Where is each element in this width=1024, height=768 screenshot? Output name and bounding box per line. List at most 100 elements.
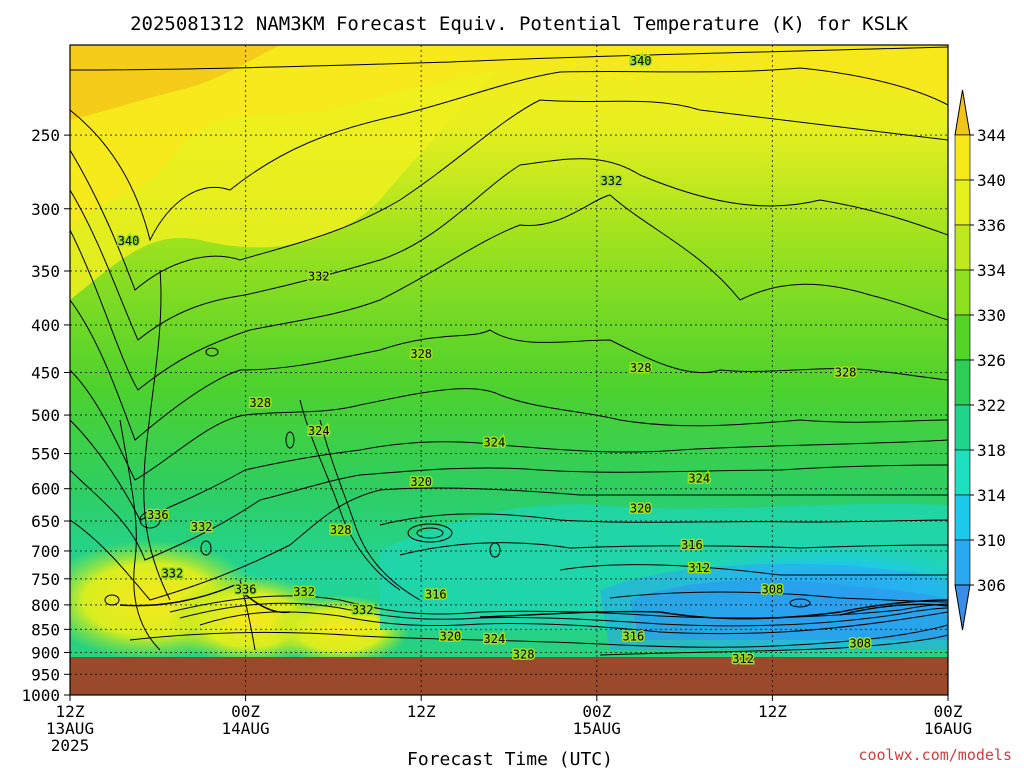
- frontal-zone: [119, 584, 948, 620]
- x-tick-label: 14AUG: [222, 719, 270, 738]
- colorbar-extend-max: [954, 89, 971, 136]
- contour-lines: [70, 46, 948, 656]
- colorbar-label: 322: [977, 396, 1006, 415]
- contour-line: [70, 99, 948, 291]
- contour-line: [200, 540, 212, 556]
- x-tick-label: 2025: [51, 736, 90, 755]
- colorbar-label: 344: [977, 126, 1006, 145]
- contour-line: [789, 598, 811, 608]
- y-axis: 250 300 350 400 450 500 550 600 650 700 750 800 850 9…: [21, 126, 70, 705]
- contour-line: [70, 158, 948, 341]
- y-tick-label: 250: [31, 126, 60, 145]
- x-tick-label: 00Z: [582, 702, 611, 721]
- y-tick-label: 850: [31, 620, 60, 639]
- contour-label: 340: [118, 234, 140, 248]
- colorbar-segment: [954, 134, 971, 181]
- contour-line: [70, 194, 948, 391]
- colorbar-label: 306: [977, 576, 1006, 595]
- x-tick-label: 12Z: [758, 702, 787, 721]
- y-tick-label: 600: [31, 480, 60, 499]
- contour-line: [319, 419, 421, 601]
- x-axis-title: Forecast Time (UTC): [407, 749, 613, 768]
- colorbar-segment: [954, 269, 971, 316]
- contour-line: [407, 523, 453, 543]
- contour-line: [285, 431, 295, 449]
- colorbar-segment: [954, 224, 971, 271]
- contour-label: 312: [688, 561, 710, 575]
- contour-label: 332: [162, 566, 184, 580]
- credit-text: coolwx.com/models: [858, 746, 1012, 764]
- contour-line: [239, 579, 256, 651]
- y-tick-label: 450: [31, 364, 60, 383]
- contour-label: 332: [601, 174, 623, 188]
- field-warm-top-band: [70, 45, 948, 230]
- colorbar-label: 334: [977, 261, 1006, 280]
- colorbar-segment: [954, 179, 971, 226]
- field-warm-pool-top-left: [70, 45, 280, 120]
- colorbar: 344 340 336 334 330 326 322 318 314 310 306: [954, 89, 1006, 631]
- contour-line: [399, 542, 948, 556]
- contour-label: 324: [688, 471, 710, 485]
- contour-line: [119, 419, 161, 651]
- y-tick-label: 400: [31, 316, 60, 335]
- contour-label: 328: [249, 396, 271, 410]
- x-tick-label: 00Z: [934, 702, 963, 721]
- y-tick-label: 350: [31, 262, 60, 281]
- contour-label: 336: [235, 582, 257, 596]
- colorbar-label: 336: [977, 216, 1006, 235]
- contour-line: [70, 369, 948, 481]
- x-tick-label: 12Z: [56, 702, 85, 721]
- contour-line: [479, 599, 948, 620]
- contour-label: 324: [308, 424, 330, 438]
- contour-line: [70, 487, 948, 601]
- colorbar-label: 314: [977, 486, 1006, 505]
- x-tick-label: 13AUG: [46, 719, 94, 738]
- x-tick-label: 12Z: [407, 702, 436, 721]
- contour-line: [70, 464, 948, 561]
- y-tick-label: 900: [31, 643, 60, 662]
- colorbar-segment: [954, 314, 971, 361]
- contour-line: [416, 527, 444, 539]
- y-tick-label: 750: [31, 570, 60, 589]
- contour-label: 328: [330, 523, 352, 537]
- contour-line: [119, 584, 291, 614]
- y-tick-label: 700: [31, 542, 60, 561]
- x-tick-label: 00Z: [231, 702, 260, 721]
- contour-label: 328: [513, 648, 535, 662]
- contour-label: 308: [762, 582, 784, 596]
- contour-line: [199, 611, 948, 635]
- contour-line: [839, 603, 948, 616]
- colorbar-segment: [954, 494, 971, 541]
- contour-label: 312: [732, 652, 754, 666]
- y-tick-label: 1000: [21, 686, 60, 705]
- contour-line: [143, 269, 171, 601]
- colorbar-segment: [954, 359, 971, 406]
- y-tick-label: 950: [31, 665, 60, 684]
- y-tick-label: 650: [31, 512, 60, 531]
- contour-line: [489, 542, 501, 558]
- chart-title: 2025081312 NAM3KM Forecast Equiv. Potent…: [130, 13, 908, 35]
- colorbar-label: 318: [977, 441, 1006, 460]
- contour-label: 328: [410, 347, 432, 361]
- contour-label: 332: [308, 270, 330, 284]
- contour-label: 324: [484, 435, 506, 449]
- contour-label: 328: [630, 361, 652, 375]
- contour-line: [70, 46, 948, 71]
- y-tick-label: 800: [31, 596, 60, 615]
- colorbar-label: 326: [977, 351, 1006, 370]
- contour-label: 332: [293, 585, 315, 599]
- colorbar-label: 330: [977, 306, 1006, 325]
- contour-label: 340: [630, 54, 652, 68]
- contour-label: 316: [681, 538, 703, 552]
- contour-label: 308: [849, 636, 871, 650]
- y-tick-label: 300: [31, 200, 60, 219]
- contour-label: 332: [191, 520, 213, 534]
- contour-label: 324: [484, 632, 506, 646]
- colorbar-extend-min: [954, 584, 971, 631]
- contour-line: [599, 634, 948, 656]
- colorbar-segment: [954, 539, 971, 586]
- contour-label: 316: [623, 629, 645, 643]
- contour-line: [129, 624, 948, 648]
- x-tick-label: 15AUG: [573, 719, 621, 738]
